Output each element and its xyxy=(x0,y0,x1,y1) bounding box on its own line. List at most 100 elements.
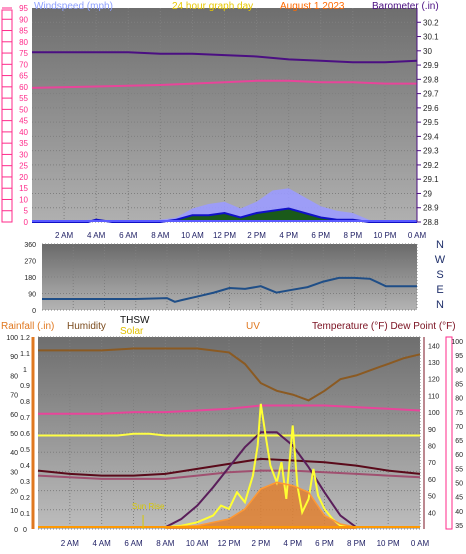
temperature-label: Temperature (°F) Dew Point (°F) xyxy=(312,321,456,332)
wind-x-tick-label: 4 PM xyxy=(279,231,298,240)
uv-label: UV xyxy=(246,321,260,332)
weather-series-0 xyxy=(38,347,421,402)
wind-tick-label: 30 xyxy=(19,150,28,159)
barometer-tick-label: 29.4 xyxy=(423,132,439,141)
compass-label: S xyxy=(436,269,443,281)
temperature-tick-label: 100 xyxy=(428,410,440,417)
weather-x-tick-label: 4 PM xyxy=(283,539,302,548)
humidity-tick-label: 20 xyxy=(10,489,18,496)
weather-x-tick-label: 2 PM xyxy=(251,539,270,548)
dew-point-tick-label: 70 xyxy=(455,424,463,431)
windspeed-label: Windspeed (mph) xyxy=(34,1,113,12)
barometer-series-0 xyxy=(32,51,418,64)
wind-tick-label: 75 xyxy=(19,49,28,58)
wind-tick-label: 85 xyxy=(19,27,28,36)
dew-point-tick-label: 95 xyxy=(455,353,463,360)
wind-tick-label: 70 xyxy=(19,60,28,69)
weather-series-1 xyxy=(38,404,421,415)
barometer-tick-label: 28.8 xyxy=(423,218,439,227)
barometer-tick-label: 28.9 xyxy=(423,204,439,213)
wind-x-tick-label: 2 PM xyxy=(247,231,266,240)
dew-point-tick-label: 45 xyxy=(455,495,463,502)
dew-point-tick-label: 40 xyxy=(455,509,463,516)
humidity-tick-label: 40 xyxy=(10,450,18,457)
humidity-label: Humidity xyxy=(67,321,106,332)
compass-label: E xyxy=(436,284,443,296)
weather-series-4 xyxy=(37,469,421,480)
rainfall-tick-label: 0.8 xyxy=(20,399,30,406)
wind-x-tick-label: 8 PM xyxy=(343,231,362,240)
direction-tick-label: 270 xyxy=(24,259,36,266)
wind-x-tick-label: 12 PM xyxy=(213,231,236,240)
dew-point-tick-label: 35 xyxy=(455,523,463,530)
direction-tick-label: 360 xyxy=(24,242,36,249)
grid-layer xyxy=(32,8,421,530)
temperature-tick-label: 40 xyxy=(428,510,436,517)
dew-point-tick-label: 65 xyxy=(455,438,463,445)
dew-point-tick-label: 80 xyxy=(455,396,463,403)
period-label: 24 hour graph day xyxy=(172,1,253,12)
temperature-tick-label: 70 xyxy=(428,460,436,467)
humidity-tick-label: 90 xyxy=(10,354,18,361)
wind-tick-label: 20 xyxy=(19,173,28,182)
temperature-tick-label: 90 xyxy=(428,427,436,434)
date-label: August 1 2023 xyxy=(280,1,345,12)
humidity-tick-label: 70 xyxy=(10,393,18,400)
barometer-tick-label: 30 xyxy=(423,47,432,56)
dew-point-tick-label: 90 xyxy=(455,367,463,374)
rainfall-tick-label: 0.7 xyxy=(20,415,30,422)
rainfall-tick-label: 0.4 xyxy=(20,463,30,470)
rainfall-tick-label: 0.6 xyxy=(20,431,30,438)
wind-tick-label: 15 xyxy=(19,184,28,193)
barometer-label: Barometer (.in) xyxy=(372,1,439,12)
sun-rise-label: Sun Rise xyxy=(132,502,165,511)
weather-series-2 xyxy=(38,432,420,437)
temperature-tick-label: 120 xyxy=(428,377,440,384)
barometer-tick-label: 29.3 xyxy=(423,147,439,156)
weather-x-tick-label: 8 PM xyxy=(347,539,366,548)
rainfall-tick-label: 0.9 xyxy=(20,383,30,390)
humidity-tick-label: 60 xyxy=(10,412,18,419)
weather-series-3 xyxy=(37,457,421,477)
barometer-tick-label: 30.1 xyxy=(423,33,439,42)
wind-gust-area xyxy=(32,188,417,222)
barometer-tick-label: 29.7 xyxy=(423,90,439,99)
humidity-tick-label: 0 xyxy=(14,527,18,534)
barometer-tick-label: 29.6 xyxy=(423,104,439,113)
weather-x-tick-label: 8 AM xyxy=(156,539,175,548)
weather-series-6 xyxy=(165,403,357,529)
wind-x-tick-label: 4 AM xyxy=(87,231,106,240)
wind-x-tick-label: 6 PM xyxy=(311,231,330,240)
mark-layer xyxy=(31,51,421,529)
weather-x-tick-label: 2 AM xyxy=(61,539,80,548)
weather-x-tick-label: 10 PM xyxy=(377,539,400,548)
barometer-tick-label: 29 xyxy=(423,189,432,198)
rainfall-label: Rainfall (.in) xyxy=(1,321,54,332)
temperature-tick-label: 110 xyxy=(428,393,439,400)
humidity-tick-label: 30 xyxy=(10,469,18,476)
barometer-tick-label: 29.2 xyxy=(423,161,439,170)
wind-tick-label: 50 xyxy=(19,105,28,114)
temperature-tick-label: 50 xyxy=(428,494,436,501)
temperature-tick-label: 130 xyxy=(428,360,440,367)
direction-tick-label: 180 xyxy=(24,275,36,282)
wind-x-tick-label: 6 AM xyxy=(119,231,138,240)
rainfall-tick-label: 0.1 xyxy=(20,511,30,518)
wind-tick-label: 5 xyxy=(24,207,29,216)
rainfall-tick-label: 1.1 xyxy=(20,351,30,358)
barometer-tick-label: 29.8 xyxy=(423,75,439,84)
wind-tick-label: 65 xyxy=(19,72,28,81)
wind-x-tick-label: 2 AM xyxy=(55,231,74,240)
direction-tick-label: 90 xyxy=(28,292,36,299)
wind-x-tick-label: 0 AM xyxy=(408,231,427,240)
barometer-tick-label: 29.9 xyxy=(423,61,439,70)
wind-tick-label: 45 xyxy=(19,117,28,126)
wind-x-tick-label: 10 PM xyxy=(373,231,396,240)
dew-point-tick-label: 100 xyxy=(451,339,463,346)
dew-point-tick-label: 60 xyxy=(455,452,463,459)
wind-tick-label: 90 xyxy=(19,15,28,24)
compass-label: N xyxy=(436,239,444,251)
temperature-tick-label: 80 xyxy=(428,444,436,451)
weather-x-tick-label: 6 PM xyxy=(315,539,334,548)
